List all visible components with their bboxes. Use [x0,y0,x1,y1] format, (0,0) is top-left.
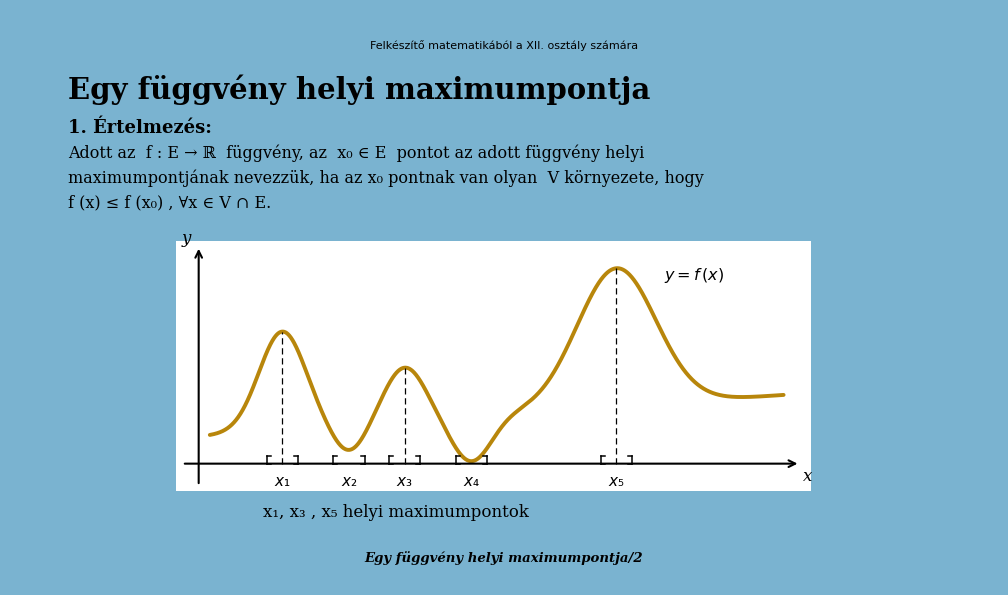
Text: $x₃$: $x₃$ [396,475,413,488]
Text: $x₁$: $x₁$ [274,475,290,488]
Text: Felkészítő matematikából a XII. osztály számára: Felkészítő matematikából a XII. osztály … [370,40,638,51]
Text: 1. Értelmezés:: 1. Értelmezés: [69,119,212,137]
Text: x: x [803,468,812,484]
Text: $y = f\,(x)$: $y = f\,(x)$ [664,266,724,285]
Text: Adott az  f : E → ℝ  függvény, az  x₀ ∈ E  pontot az adott függvény helyi: Adott az f : E → ℝ függvény, az x₀ ∈ E p… [69,145,644,162]
Text: $x₄$: $x₄$ [463,475,480,488]
Text: $x₅$: $x₅$ [608,475,625,488]
Text: f (x) ≤ f (x₀) , ∀x ∈ V ∩ E.: f (x) ≤ f (x₀) , ∀x ∈ V ∩ E. [69,195,271,211]
Text: y: y [181,230,192,248]
Text: Egy függvény helyi maximumpontja: Egy függvény helyi maximumpontja [69,75,650,105]
Text: maximumpontjának nevezzük, ha az x₀ pontnak van olyan  V környezete, hogy: maximumpontjának nevezzük, ha az x₀ pont… [69,170,704,187]
Text: x₁, x₃ , x₅ helyi maximumpontok: x₁, x₃ , x₅ helyi maximumpontok [263,505,529,521]
Text: $x₂$: $x₂$ [341,475,358,488]
Text: Egy függvény helyi maximumpontja/2: Egy függvény helyi maximumpontja/2 [365,551,643,565]
